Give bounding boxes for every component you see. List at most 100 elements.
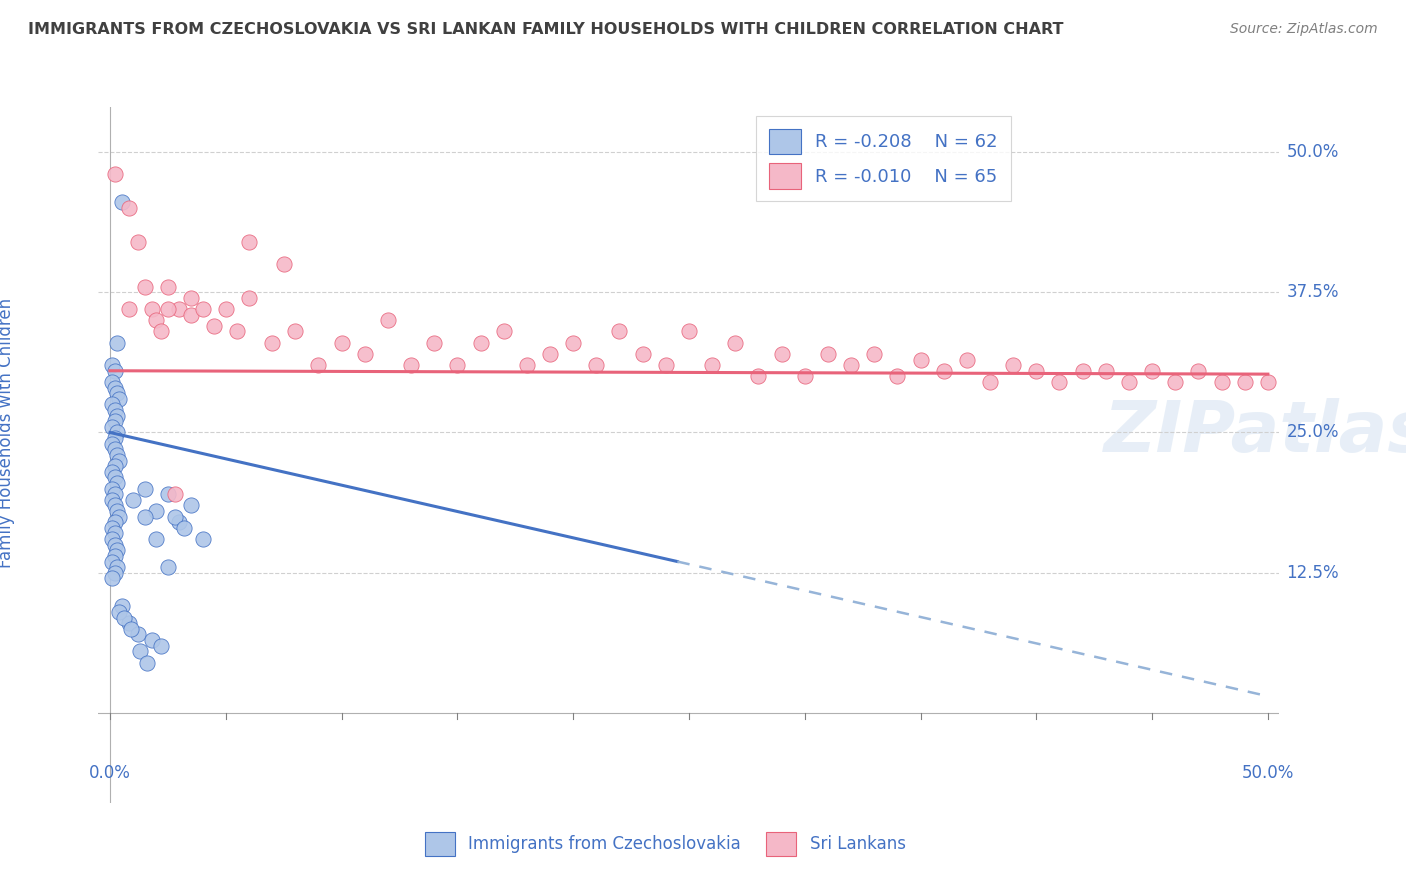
Point <box>101 420 124 434</box>
Point <box>817 347 839 361</box>
Point <box>104 499 127 513</box>
Point <box>678 325 700 339</box>
Point <box>104 538 127 552</box>
Point <box>724 335 747 350</box>
Point <box>747 369 769 384</box>
Point <box>105 386 128 401</box>
Point <box>330 335 353 350</box>
Text: ZIPatlas: ZIPatlas <box>1104 398 1406 467</box>
Point <box>101 492 124 507</box>
Point <box>180 499 202 513</box>
Point <box>117 301 139 316</box>
Text: Family Households with Children: Family Households with Children <box>0 297 15 567</box>
Point <box>273 257 295 271</box>
Point <box>122 492 145 507</box>
Point <box>120 622 142 636</box>
Point <box>105 335 128 350</box>
Point <box>127 627 149 641</box>
Point <box>585 358 607 372</box>
Text: 50.0%: 50.0% <box>1241 764 1294 781</box>
Point <box>173 521 195 535</box>
Point <box>112 610 135 624</box>
Text: 25.0%: 25.0% <box>1286 424 1339 442</box>
Point <box>108 509 131 524</box>
Point <box>516 358 538 372</box>
Point <box>134 509 156 524</box>
Point <box>886 369 908 384</box>
Point <box>105 475 128 490</box>
Point <box>104 566 127 580</box>
Point <box>110 195 132 210</box>
Point <box>156 301 179 316</box>
Point <box>104 470 127 484</box>
Point <box>156 487 179 501</box>
Point <box>609 325 631 339</box>
Point <box>284 325 307 339</box>
Point <box>1233 375 1256 389</box>
Point <box>1049 375 1071 389</box>
Point <box>163 487 186 501</box>
Point <box>202 318 225 333</box>
Point <box>101 521 124 535</box>
Point <box>101 375 124 389</box>
Point <box>141 633 163 648</box>
Point <box>134 279 156 293</box>
Point <box>1140 364 1163 378</box>
Point <box>238 291 260 305</box>
Text: IMMIGRANTS FROM CZECHOSLOVAKIA VS SRI LANKAN FAMILY HOUSEHOLDS WITH CHILDREN COR: IMMIGRANTS FROM CZECHOSLOVAKIA VS SRI LA… <box>28 22 1063 37</box>
Point <box>423 335 446 350</box>
Point <box>932 364 955 378</box>
Point <box>108 392 131 406</box>
Point <box>104 414 127 428</box>
Point <box>1187 364 1209 378</box>
Point <box>101 465 124 479</box>
Point <box>180 291 202 305</box>
Point <box>145 504 167 518</box>
Point <box>1257 375 1279 389</box>
Point <box>105 448 128 462</box>
Point <box>1071 364 1094 378</box>
Point <box>104 403 127 417</box>
Point <box>104 515 127 529</box>
Point <box>149 325 172 339</box>
Point <box>399 358 422 372</box>
Point <box>446 358 468 372</box>
Point <box>101 436 124 450</box>
Text: Source: ZipAtlas.com: Source: ZipAtlas.com <box>1230 22 1378 37</box>
Point <box>101 482 124 496</box>
Text: 12.5%: 12.5% <box>1286 564 1339 582</box>
Point <box>117 201 139 215</box>
Point <box>191 301 214 316</box>
Point <box>163 509 186 524</box>
Point <box>105 560 128 574</box>
Point <box>136 656 159 670</box>
Point <box>105 504 128 518</box>
Point <box>956 352 979 367</box>
Point <box>108 605 131 619</box>
Point <box>169 301 191 316</box>
Point <box>562 335 585 350</box>
Point <box>1025 364 1047 378</box>
Point <box>101 532 124 546</box>
Point <box>145 532 167 546</box>
Point <box>1118 375 1140 389</box>
Point <box>141 301 163 316</box>
Point <box>180 308 202 322</box>
Point <box>793 369 815 384</box>
Point <box>910 352 932 367</box>
Point <box>104 381 127 395</box>
Point <box>105 409 128 423</box>
Point <box>1211 375 1233 389</box>
Text: 37.5%: 37.5% <box>1286 283 1339 301</box>
Text: 50.0%: 50.0% <box>1286 143 1339 161</box>
Point <box>149 639 172 653</box>
Point <box>127 235 149 249</box>
Point <box>215 301 238 316</box>
Point <box>104 549 127 563</box>
Point <box>1094 364 1116 378</box>
Point <box>104 487 127 501</box>
Point <box>226 325 249 339</box>
Point <box>307 358 329 372</box>
Point <box>1002 358 1025 372</box>
Point <box>104 459 127 474</box>
